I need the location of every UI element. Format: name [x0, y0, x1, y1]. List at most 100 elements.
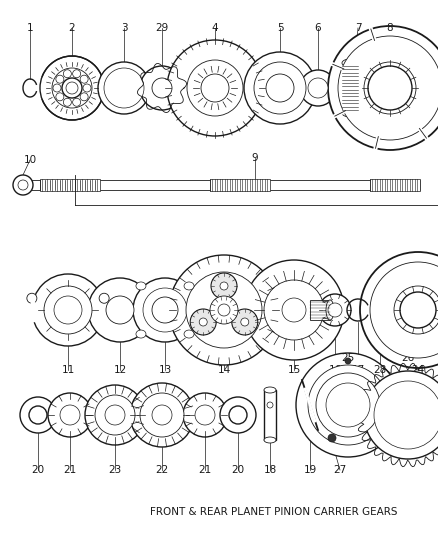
Circle shape [167, 40, 263, 136]
Circle shape [296, 353, 400, 457]
Circle shape [328, 303, 342, 317]
Circle shape [368, 66, 412, 110]
Circle shape [195, 405, 215, 425]
Circle shape [372, 302, 388, 318]
Circle shape [64, 98, 71, 106]
Circle shape [32, 274, 104, 346]
Text: 7: 7 [355, 23, 361, 33]
Text: 21: 21 [198, 465, 212, 475]
Bar [370, 179, 420, 191]
Ellipse shape [342, 59, 358, 67]
Circle shape [229, 406, 247, 424]
Text: 1: 1 [27, 23, 33, 33]
Ellipse shape [264, 437, 276, 443]
Circle shape [345, 358, 351, 364]
Ellipse shape [136, 330, 146, 338]
Circle shape [232, 309, 258, 335]
Circle shape [152, 297, 178, 323]
Circle shape [99, 293, 109, 303]
Circle shape [328, 26, 438, 150]
Circle shape [48, 393, 92, 437]
Circle shape [210, 296, 238, 324]
Circle shape [370, 262, 438, 358]
Circle shape [199, 318, 207, 326]
Circle shape [264, 280, 324, 340]
Text: 18: 18 [263, 465, 277, 475]
Circle shape [80, 75, 88, 83]
Circle shape [152, 78, 172, 98]
Circle shape [244, 52, 316, 124]
Text: 28: 28 [373, 365, 387, 375]
Circle shape [338, 36, 438, 140]
Text: 24: 24 [411, 365, 424, 375]
Text: 17: 17 [351, 365, 364, 375]
Circle shape [364, 371, 438, 459]
Ellipse shape [136, 282, 146, 290]
Circle shape [187, 60, 243, 116]
Text: 5: 5 [277, 23, 283, 33]
Ellipse shape [342, 109, 358, 117]
Circle shape [241, 318, 249, 326]
Text: 2: 2 [69, 23, 75, 33]
Circle shape [53, 84, 61, 92]
Circle shape [66, 82, 78, 94]
Text: 10: 10 [24, 155, 36, 165]
Circle shape [266, 74, 294, 102]
Circle shape [152, 405, 172, 425]
Text: 25: 25 [341, 353, 355, 363]
Text: 15: 15 [287, 365, 300, 375]
Text: 11: 11 [61, 365, 74, 375]
Circle shape [27, 293, 37, 303]
Circle shape [29, 406, 47, 424]
Text: 20: 20 [231, 465, 244, 475]
Text: 21: 21 [64, 465, 77, 475]
Circle shape [83, 84, 91, 92]
Text: 14: 14 [217, 365, 231, 375]
Circle shape [13, 175, 33, 195]
Text: 22: 22 [155, 465, 169, 475]
Ellipse shape [264, 387, 276, 393]
Circle shape [300, 70, 336, 106]
Text: 27: 27 [333, 465, 346, 475]
Text: 3: 3 [121, 23, 127, 33]
Circle shape [20, 397, 56, 433]
Bar [40, 179, 100, 191]
Circle shape [319, 294, 351, 326]
Circle shape [308, 78, 328, 98]
Circle shape [218, 304, 230, 316]
Circle shape [326, 383, 370, 427]
Circle shape [140, 393, 184, 437]
Text: FRONT & REAR PLANET PINION CARRIER GEARS: FRONT & REAR PLANET PINION CARRIER GEARS [150, 507, 398, 517]
Circle shape [316, 373, 380, 437]
Circle shape [88, 278, 152, 342]
Bar [360, 76, 374, 100]
Circle shape [186, 272, 262, 348]
Circle shape [244, 260, 344, 360]
Circle shape [133, 278, 197, 342]
Circle shape [254, 62, 306, 114]
Circle shape [364, 62, 416, 114]
Circle shape [104, 68, 144, 108]
Circle shape [267, 402, 273, 408]
Circle shape [143, 288, 187, 332]
Circle shape [183, 393, 227, 437]
Circle shape [140, 66, 184, 110]
Circle shape [308, 365, 388, 445]
Circle shape [54, 296, 82, 324]
Circle shape [220, 282, 228, 290]
Circle shape [201, 74, 229, 102]
Circle shape [190, 309, 216, 335]
Circle shape [328, 434, 336, 442]
Circle shape [95, 395, 135, 435]
Circle shape [364, 294, 396, 326]
Text: 23: 23 [108, 465, 122, 475]
Circle shape [105, 405, 125, 425]
Bar [264, 390, 276, 440]
Text: 20: 20 [32, 465, 45, 475]
Text: 4: 4 [212, 23, 218, 33]
Circle shape [360, 252, 438, 368]
Circle shape [130, 383, 194, 447]
Circle shape [52, 68, 92, 108]
Circle shape [98, 62, 150, 114]
Circle shape [80, 93, 88, 101]
